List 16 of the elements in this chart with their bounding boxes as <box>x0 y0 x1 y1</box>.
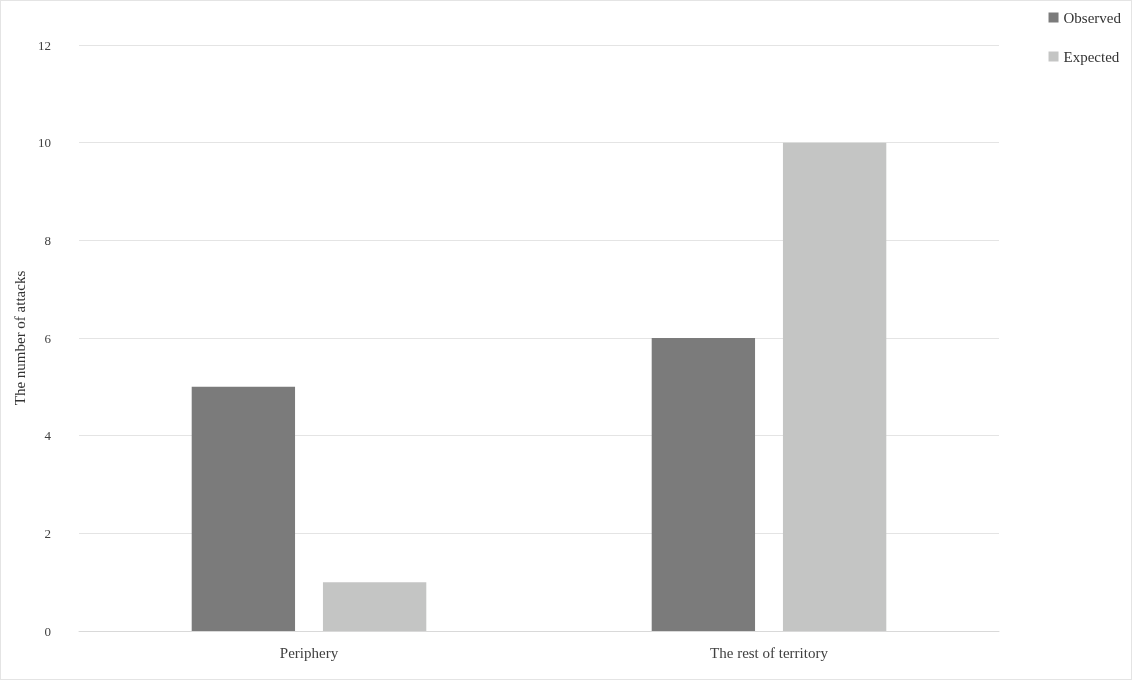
x-tick-label: Periphery <box>279 644 339 661</box>
y-tick-label: 0 <box>44 623 51 639</box>
bar <box>191 386 296 631</box>
legend-label: Expected <box>1063 48 1120 65</box>
bar <box>782 142 887 631</box>
y-axis-title: The number of attacks <box>11 270 28 406</box>
x-tick-label: The rest of territory <box>710 644 829 661</box>
y-tick-label: 6 <box>44 330 52 346</box>
y-tick-label: 2 <box>44 525 51 541</box>
y-tick-label: 12 <box>38 37 51 53</box>
y-tick-label: 8 <box>44 232 51 248</box>
bar <box>651 338 756 631</box>
y-tick-label: 10 <box>38 135 51 151</box>
y-tick-label: 4 <box>44 428 52 444</box>
bar <box>322 582 427 631</box>
legend-label: Observed <box>1063 9 1122 26</box>
